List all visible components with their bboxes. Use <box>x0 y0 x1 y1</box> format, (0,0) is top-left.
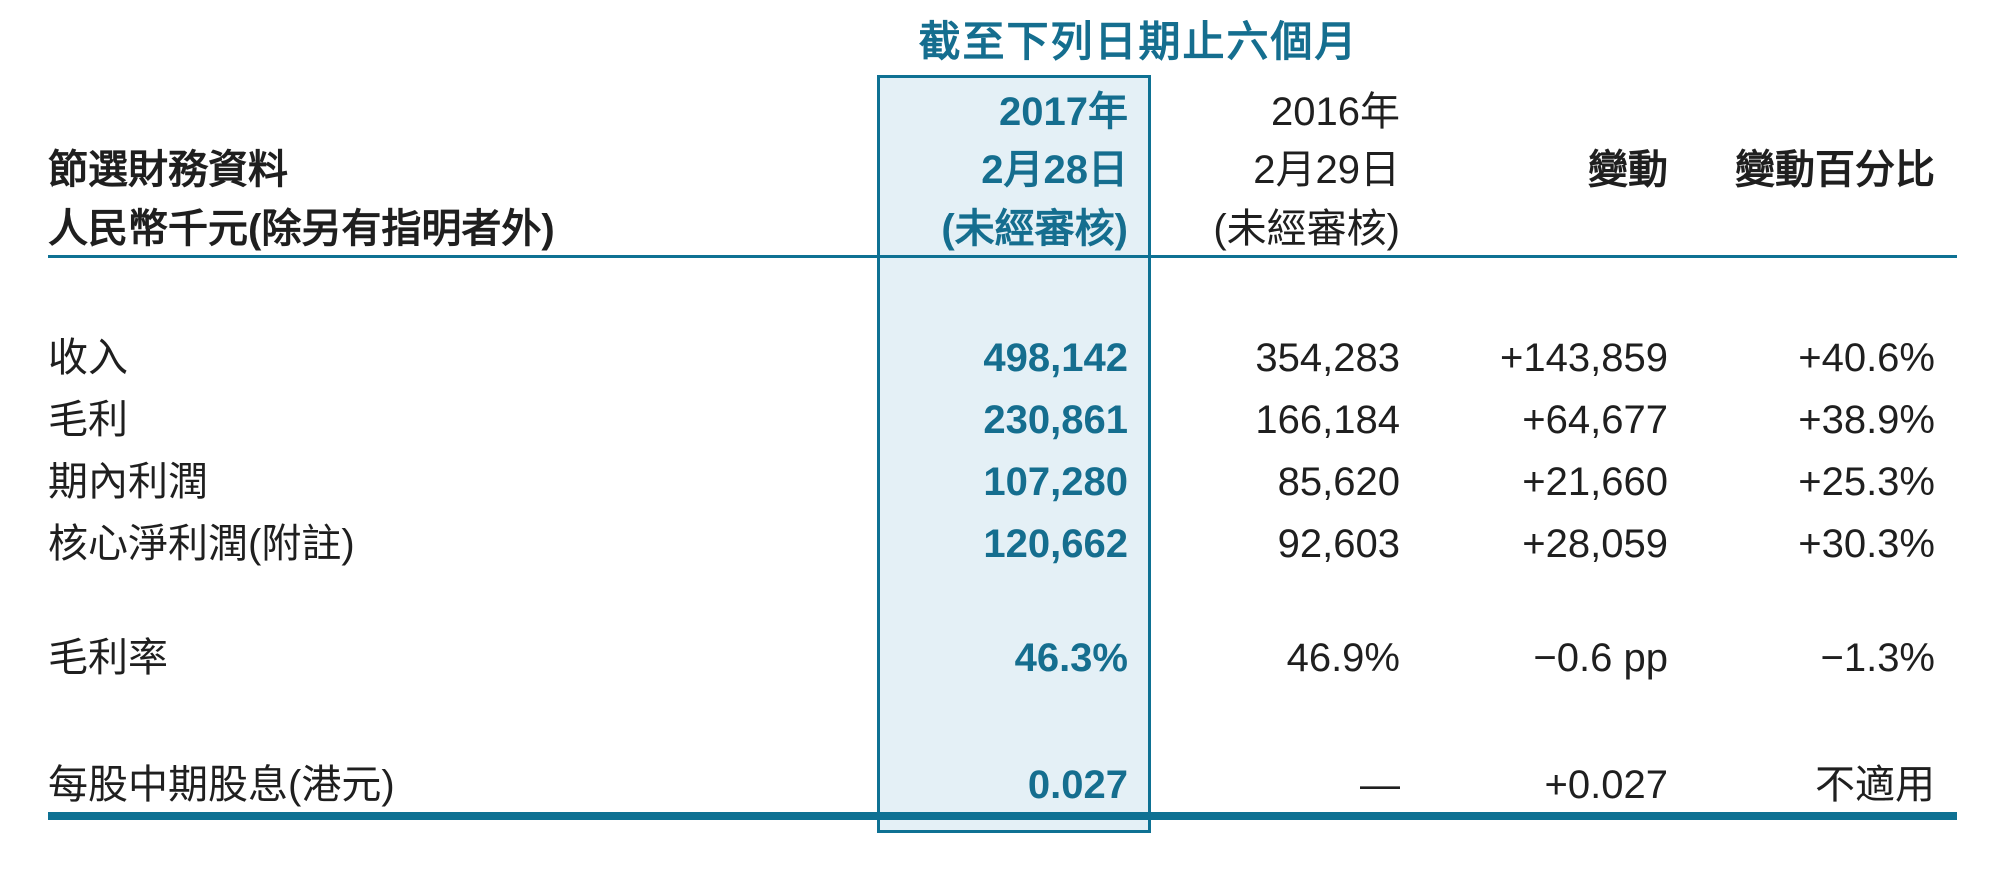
row-dividend-2017: 0.027 <box>1027 762 1128 807</box>
row-core-net-profit-label: 核心淨利潤(附註) <box>48 522 355 566</box>
col-header-change: 變動 <box>1588 147 1668 192</box>
col-header-2016-date: 2月29日 <box>1253 147 1400 192</box>
highlight-2017-column-box <box>877 75 1151 833</box>
row-gross-profit-label: 毛利 <box>48 398 128 442</box>
row-revenue-2016: 354,283 <box>1255 336 1400 380</box>
table-label-line1: 節選財務資料 <box>48 147 288 192</box>
row-gross-margin-change-pct: −1.3% <box>1820 636 1935 680</box>
row-gross-margin-label: 毛利率 <box>48 636 168 680</box>
col-header-2017-date: 2月28日 <box>981 147 1128 192</box>
row-core-net-profit-2017: 120,662 <box>983 522 1128 566</box>
row-revenue-change-pct: +40.6% <box>1798 336 1935 380</box>
row-core-net-profit-change-pct: +30.3% <box>1798 522 1935 566</box>
row-gross-margin-2017: 46.3% <box>1014 636 1128 680</box>
col-header-2017-year: 2017年 <box>999 90 1128 134</box>
row-period-profit-label: 期內利潤 <box>48 460 208 504</box>
row-period-profit-change-pct: +25.3% <box>1798 460 1935 504</box>
row-gross-margin-2016: 46.9% <box>1286 636 1400 680</box>
row-core-net-profit-change: +28,059 <box>1522 522 1668 566</box>
row-period-profit-2017: 107,280 <box>983 460 1128 504</box>
col-header-change-pct: 變動百分比 <box>1735 147 1935 192</box>
table-label-line2: 人民幣千元(除另有指明者外) <box>48 206 555 251</box>
row-period-profit-change: +21,660 <box>1522 460 1668 504</box>
row-revenue-label: 收入 <box>48 336 128 380</box>
row-gross-margin-change: −0.6 pp <box>1533 636 1668 680</box>
period-title: 截至下列日期止六個月 <box>918 18 1359 65</box>
col-header-2017-note: (未經審核) <box>941 206 1128 251</box>
header-divider-rule <box>48 255 1957 258</box>
row-revenue-change: +143,859 <box>1500 336 1668 380</box>
row-dividend-change-pct: 不適用 <box>1815 762 1935 807</box>
row-gross-profit-change-pct: +38.9% <box>1798 398 1935 442</box>
row-gross-profit-change: +64,677 <box>1522 398 1668 442</box>
col-header-2016-year: 2016年 <box>1271 90 1400 134</box>
row-dividend-2016: — <box>1360 762 1400 807</box>
row-core-net-profit-2016: 92,603 <box>1277 522 1400 566</box>
row-gross-profit-2016: 166,184 <box>1255 398 1400 442</box>
row-dividend-label: 每股中期股息(港元) <box>48 762 395 807</box>
row-gross-profit-2017: 230,861 <box>983 398 1128 442</box>
row-period-profit-2016: 85,620 <box>1277 460 1400 504</box>
table-bottom-rule <box>48 812 1957 820</box>
row-revenue-2017: 498,142 <box>983 336 1128 380</box>
col-header-2016-note: (未經審核) <box>1213 206 1400 251</box>
row-dividend-change: +0.027 <box>1544 762 1668 807</box>
